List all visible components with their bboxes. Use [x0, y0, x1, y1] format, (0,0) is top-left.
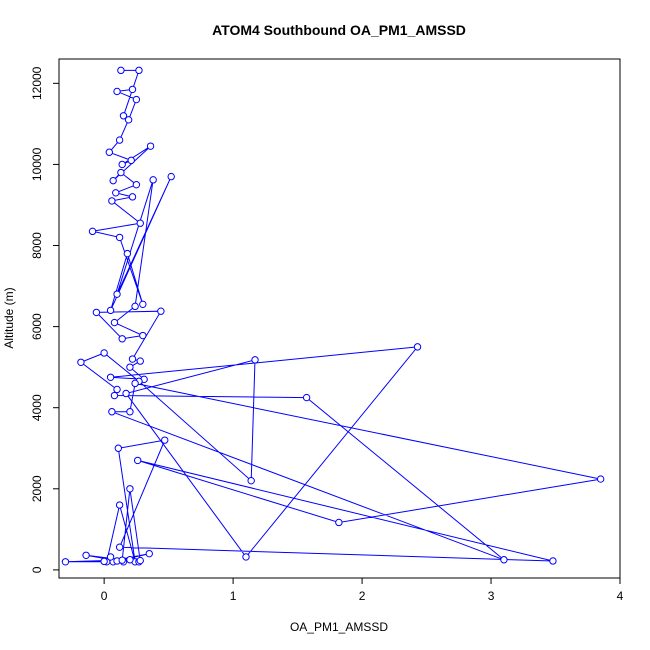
data-point [77, 358, 85, 366]
data-point [115, 136, 124, 144]
data-point [110, 318, 119, 327]
x-axis: 0 1 2 3 4 [101, 577, 624, 603]
data-point [118, 160, 126, 169]
data-point [126, 556, 134, 564]
data-point [131, 379, 139, 388]
data-point [115, 501, 124, 509]
data-point [113, 87, 121, 96]
data-point [136, 219, 144, 227]
data-point [61, 558, 70, 566]
data-point [126, 485, 134, 493]
data-point [100, 349, 108, 357]
data-point [139, 331, 147, 340]
data-point [124, 116, 133, 124]
data-point [108, 197, 116, 205]
data-point [119, 112, 128, 120]
series-layer [61, 66, 605, 566]
x-tick-label: 3 [488, 589, 495, 603]
y-tick-label: 10000 [30, 147, 44, 181]
data-point [113, 290, 121, 298]
data-point [145, 549, 153, 558]
data-point [500, 556, 508, 564]
data-point [118, 556, 126, 564]
plot-frame [58, 58, 621, 579]
y-tick-label: 4000 [30, 394, 44, 421]
data-point [146, 142, 155, 150]
data-point [242, 553, 250, 561]
data-point [117, 168, 125, 177]
data-point [596, 475, 605, 483]
data-point [123, 249, 132, 258]
data-point [106, 553, 115, 561]
y-tick-label: 0 [30, 566, 44, 573]
x-tick-label: 1 [230, 589, 237, 603]
data-point [251, 356, 259, 364]
data-point [126, 363, 134, 371]
data-point [106, 373, 115, 381]
data-point [82, 551, 90, 559]
y-tick-label: 2000 [30, 475, 44, 502]
data-point [113, 385, 121, 394]
x-tick-label: 0 [101, 589, 108, 603]
data-point [88, 227, 97, 236]
data-point [132, 95, 141, 104]
data-point [109, 176, 117, 185]
data-point [110, 391, 119, 400]
data-point [128, 355, 137, 363]
x-axis-label: OA_PM1_AMSSD [290, 620, 388, 634]
data-point [105, 148, 113, 156]
data-point [118, 335, 126, 343]
data-point [133, 456, 142, 465]
data-point [161, 436, 169, 444]
data-point [139, 300, 147, 309]
chart-title: ATOM4 Southbound OA_PM1_AMSSD [212, 22, 466, 38]
data-point [128, 85, 137, 94]
data-point [149, 176, 157, 184]
data-point [247, 476, 255, 485]
data-point [114, 444, 123, 452]
y-tick-label: 6000 [30, 313, 44, 340]
data-point [135, 66, 143, 75]
y-tick-label: 8000 [30, 232, 44, 259]
data-point [335, 518, 343, 527]
y-axis-label: Altitude (m) [2, 287, 16, 348]
x-tick-label: 4 [617, 589, 624, 603]
y-axis: 0 2000 4000 6000 8000 10000 12000 [30, 66, 60, 573]
data-point [108, 408, 116, 416]
x-tick-label: 2 [359, 589, 366, 603]
data-point [126, 408, 134, 416]
data-point [413, 343, 422, 351]
data-point [132, 180, 141, 189]
data-point [127, 156, 135, 165]
y-tick-label: 12000 [30, 66, 44, 100]
data-point [136, 357, 144, 365]
data-point [122, 389, 130, 398]
series-line [65, 69, 601, 563]
data-point [112, 189, 120, 197]
data-point [167, 172, 175, 181]
data-point [100, 557, 108, 566]
data-point [128, 193, 137, 201]
data-point [131, 302, 139, 311]
data-point [302, 393, 311, 402]
data-point [117, 66, 125, 75]
data-point [115, 233, 124, 242]
data-point [115, 543, 124, 551]
data-point [136, 556, 144, 565]
data-point [157, 307, 165, 315]
data-point [92, 308, 101, 317]
data-point [106, 306, 115, 315]
data-point [549, 557, 557, 565]
